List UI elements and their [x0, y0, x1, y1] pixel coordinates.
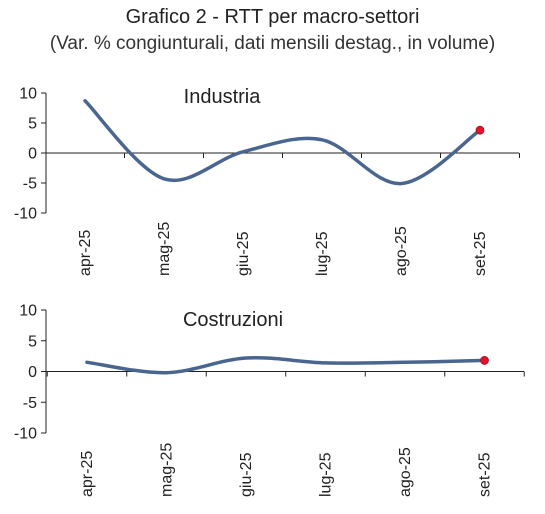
- last-point-marker: [475, 125, 485, 135]
- y-tick-label: -5: [23, 395, 37, 412]
- y-tick-label: 0: [28, 364, 37, 381]
- x-tick-label: mag-25: [156, 222, 173, 276]
- data-point: [86, 361, 89, 364]
- series-line: [83, 99, 482, 186]
- panel-title: Costruzioni: [183, 309, 283, 331]
- y-tick-label: 10: [19, 303, 37, 320]
- x-tick-label: set-25: [477, 452, 494, 497]
- data-point: [165, 371, 168, 374]
- data-point: [324, 361, 327, 364]
- data-point: [163, 177, 166, 180]
- x-tick-label: apr-25: [79, 451, 96, 497]
- data-point: [321, 138, 324, 141]
- x-tick-label: apr-25: [77, 230, 94, 276]
- x-tick-label: set-25: [472, 231, 489, 276]
- panel-title: Industria: [184, 86, 262, 108]
- data-point: [84, 99, 87, 102]
- y-tick-label: 5: [28, 333, 37, 350]
- x-tick-label: ago-25: [397, 447, 414, 497]
- y-tick-label: -10: [14, 206, 37, 223]
- y-tick-label: 0: [28, 146, 37, 163]
- y-tick-label: -10: [14, 426, 37, 443]
- y-tick-label: -5: [23, 176, 37, 193]
- series-line: [85, 355, 487, 375]
- data-point: [404, 361, 407, 364]
- x-tick-label: mag-25: [159, 443, 176, 497]
- chart-subtitle: (Var. % congiunturali, dati mensili dest…: [49, 33, 496, 54]
- last-point-marker: [480, 356, 489, 365]
- y-tick-label: 5: [28, 116, 37, 133]
- panel-industria: Industria 10 5 0 -5 -10 apr-25 mag-25 giu-25 lug-…: [14, 86, 520, 276]
- x-tick-label: ago-25: [393, 226, 410, 276]
- x-tick-label: giu-25: [238, 452, 255, 497]
- y-tick-label: 10: [19, 86, 37, 103]
- data-point: [242, 150, 245, 153]
- chart-title: Grafico 2 - RTT per macro-settori: [125, 6, 420, 28]
- data-point: [400, 182, 403, 185]
- x-tick-label: giu-25: [235, 231, 252, 276]
- data-point: [245, 356, 248, 359]
- x-tick-label: lug-25: [314, 231, 331, 276]
- panel-costruzioni: Costruzioni 10 5 0 -5 -10 apr-25 mag-25 giu-25 lu…: [14, 303, 525, 497]
- x-tick-label: lug-25: [318, 452, 335, 497]
